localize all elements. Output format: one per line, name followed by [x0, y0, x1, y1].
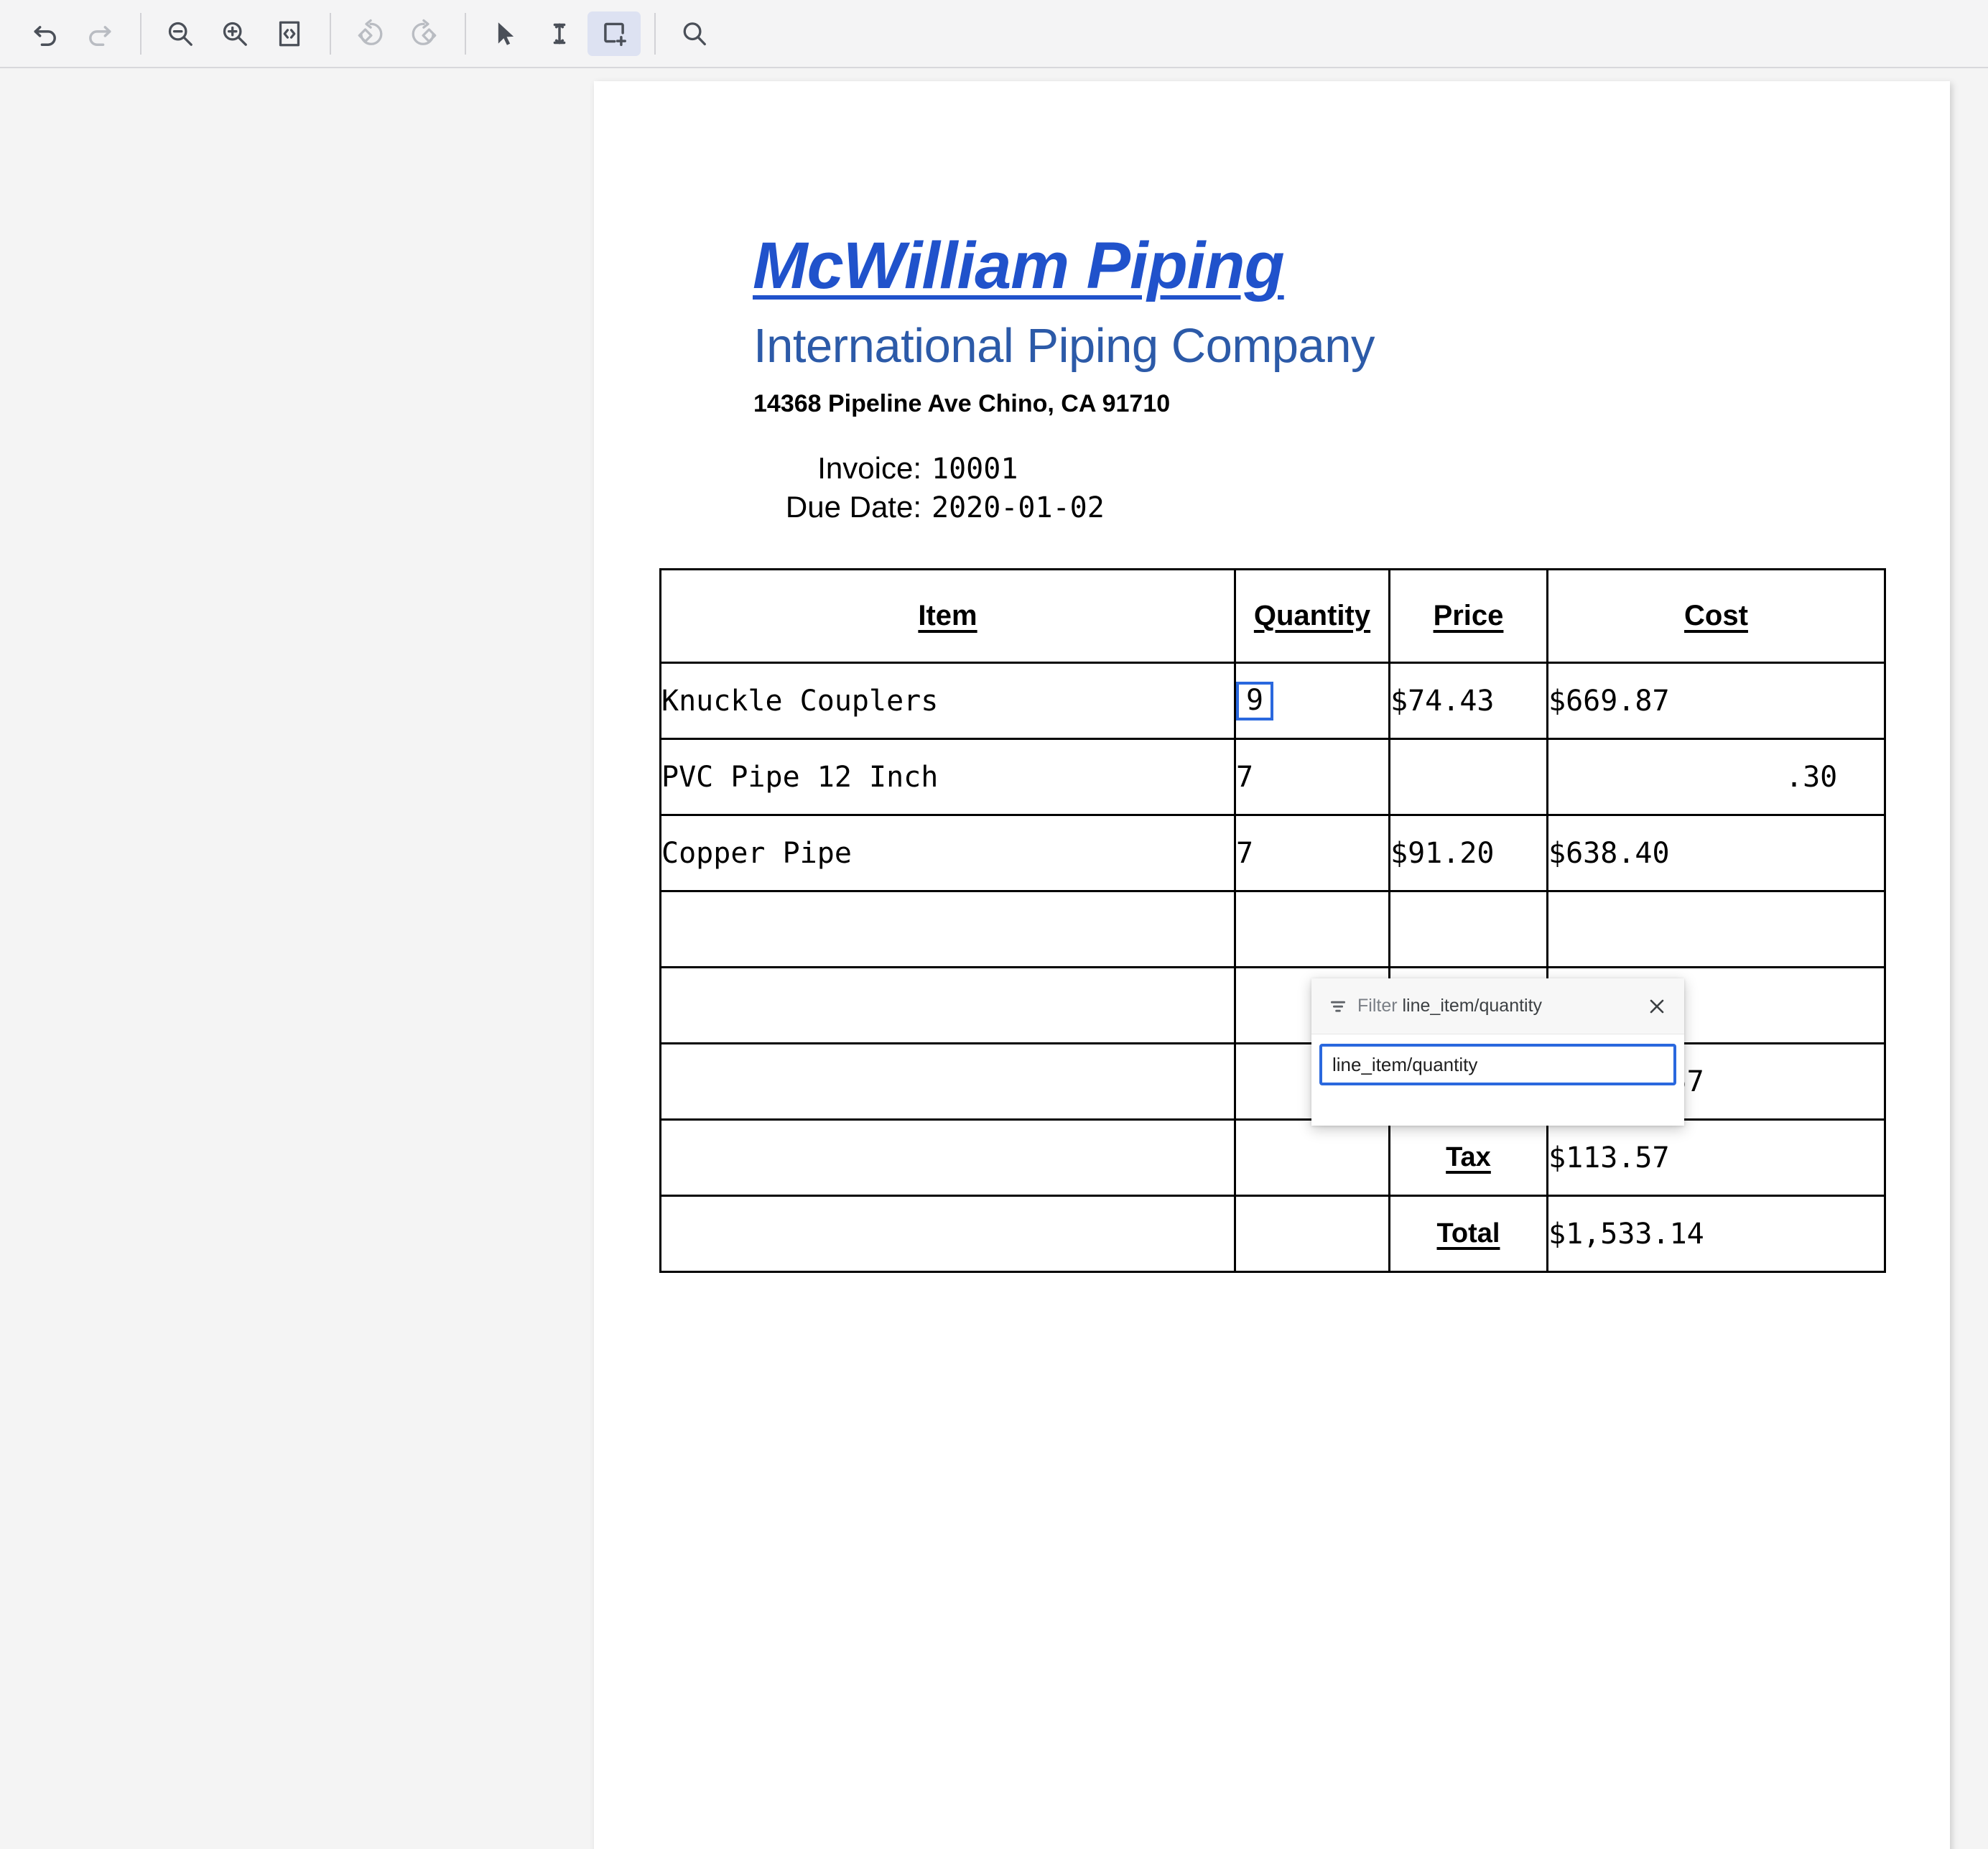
cell-cost[interactable]: $638.40 [1546, 814, 1886, 892]
column-header-item-label: Item [918, 600, 977, 631]
rotate-left-icon[interactable] [343, 11, 396, 56]
toolbar [0, 0, 1988, 68]
column-header-price[interactable]: Price [1388, 568, 1548, 664]
cell-quantity[interactable]: 7 [1234, 738, 1390, 816]
fit-width-icon[interactable] [263, 11, 316, 56]
document-canvas[interactable]: McWilliam Piping International Piping Co… [0, 68, 1988, 1849]
tax-label: Tax [1388, 1118, 1548, 1197]
filter-popup-title-field: line_item/quantity [1402, 996, 1543, 1016]
cell-price[interactable] [1388, 738, 1548, 816]
column-header-quantity[interactable]: Quantity [1234, 568, 1390, 664]
cell-price[interactable]: $74.43 [1388, 662, 1548, 740]
cell-price[interactable]: $91.20 [1388, 814, 1548, 892]
invoice-number-value: 10001 [932, 453, 1018, 486]
cell-empty [659, 1118, 1236, 1197]
filter-popup-header: Filter line_item/quantity [1311, 978, 1684, 1034]
filter-popup-body [1311, 1034, 1684, 1085]
document-page[interactable]: McWilliam Piping International Piping Co… [594, 81, 1950, 1849]
toolbar-divider-2 [330, 12, 331, 55]
rotate-right-icon[interactable] [398, 11, 451, 56]
filter-popup[interactable]: Filter line_item/quantity [1311, 978, 1684, 1126]
undo-icon[interactable] [19, 11, 72, 56]
table-row-total[interactable]: Total $1,533.14 [659, 1195, 1886, 1273]
cell-price[interactable] [1388, 890, 1548, 968]
cell-cost[interactable] [1546, 890, 1886, 968]
cell-cost[interactable]: .30 [1546, 738, 1886, 816]
cell-item[interactable] [659, 890, 1236, 968]
table-row-tax[interactable]: Tax $113.57 [659, 1118, 1886, 1197]
due-date-label: Due Date: [785, 490, 921, 524]
invoice-number-label: Invoice: [817, 451, 921, 485]
total-label: Total [1388, 1195, 1548, 1273]
column-header-quantity-label: Quantity [1253, 600, 1371, 631]
invoice-meta-row: Invoice: 10001 [687, 451, 1147, 486]
cell-empty [1234, 1195, 1390, 1273]
cell-empty [1234, 1118, 1390, 1197]
toolbar-divider-1 [140, 12, 141, 55]
invoice-meta-row: Due Date: 2020-01-02 [687, 490, 1147, 524]
cell-quantity[interactable]: 7 [1234, 814, 1390, 892]
table-header-row: Item Quantity Price Cost [659, 568, 1886, 664]
selected-cell-value[interactable]: 9 [1236, 681, 1274, 720]
cell-item[interactable] [659, 966, 1236, 1044]
cell-item[interactable]: PVC Pipe 12 Inch [659, 738, 1236, 816]
table-row[interactable] [659, 966, 1886, 1044]
cell-empty [659, 1042, 1236, 1121]
total-value[interactable]: $1,533.14 [1546, 1195, 1886, 1273]
toolbar-divider-3 [465, 12, 466, 55]
text-cursor-tool-icon[interactable] [533, 11, 586, 56]
table-row[interactable]: PVC Pipe 12 Inch 7 .30 [659, 738, 1886, 816]
cell-cost[interactable]: $669.87 [1546, 662, 1886, 740]
cell-item[interactable]: Knuckle Couplers [659, 662, 1236, 740]
invoice-document: McWilliam Piping International Piping Co… [594, 81, 1950, 1849]
column-header-price-label: Price [1433, 600, 1504, 631]
toolbar-divider-4 [654, 12, 656, 55]
cell-empty [659, 1195, 1236, 1273]
redo-icon[interactable] [73, 11, 126, 56]
add-region-tool-icon[interactable] [587, 11, 641, 56]
close-icon[interactable] [1641, 991, 1673, 1022]
cell-quantity-selected[interactable]: 9 [1234, 662, 1390, 740]
cell-quantity[interactable] [1234, 890, 1390, 968]
search-icon[interactable] [668, 11, 721, 56]
zoom-in-icon[interactable] [208, 11, 261, 56]
due-date-value: 2020-01-02 [932, 491, 1105, 524]
company-address: 14368 Pipeline Ave Chino, CA 91710 [753, 390, 1171, 417]
column-header-cost[interactable]: Cost [1546, 568, 1886, 664]
invoice-meta: Invoice: 10001 Due Date: 2020-01-02 [687, 451, 1147, 529]
company-name: McWilliam Piping [753, 229, 1285, 302]
tax-value[interactable]: $113.57 [1546, 1118, 1886, 1197]
filter-popup-title-prefix: Filter [1357, 996, 1403, 1016]
column-header-cost-label: Cost [1684, 600, 1748, 631]
table-row[interactable]: Knuckle Couplers 9 $74.43 $669.87 [659, 662, 1886, 740]
company-tagline: International Piping Company [753, 319, 1375, 373]
table-row-subtotal[interactable]: Subtotal $1,419.57 [659, 1042, 1886, 1121]
cell-item[interactable]: Copper Pipe [659, 814, 1236, 892]
invoice-table: Item Quantity Price Cost [659, 568, 1886, 1273]
table-row[interactable]: Copper Pipe 7 $91.20 $638.40 [659, 814, 1886, 892]
filter-input[interactable] [1319, 1044, 1676, 1085]
filter-popup-title: Filter line_item/quantity [1357, 996, 1641, 1016]
column-header-item[interactable]: Item [659, 568, 1236, 664]
filter-icon [1327, 996, 1349, 1017]
zoom-out-icon[interactable] [154, 11, 207, 56]
pointer-tool-icon[interactable] [478, 11, 531, 56]
table-row[interactable] [659, 890, 1886, 968]
